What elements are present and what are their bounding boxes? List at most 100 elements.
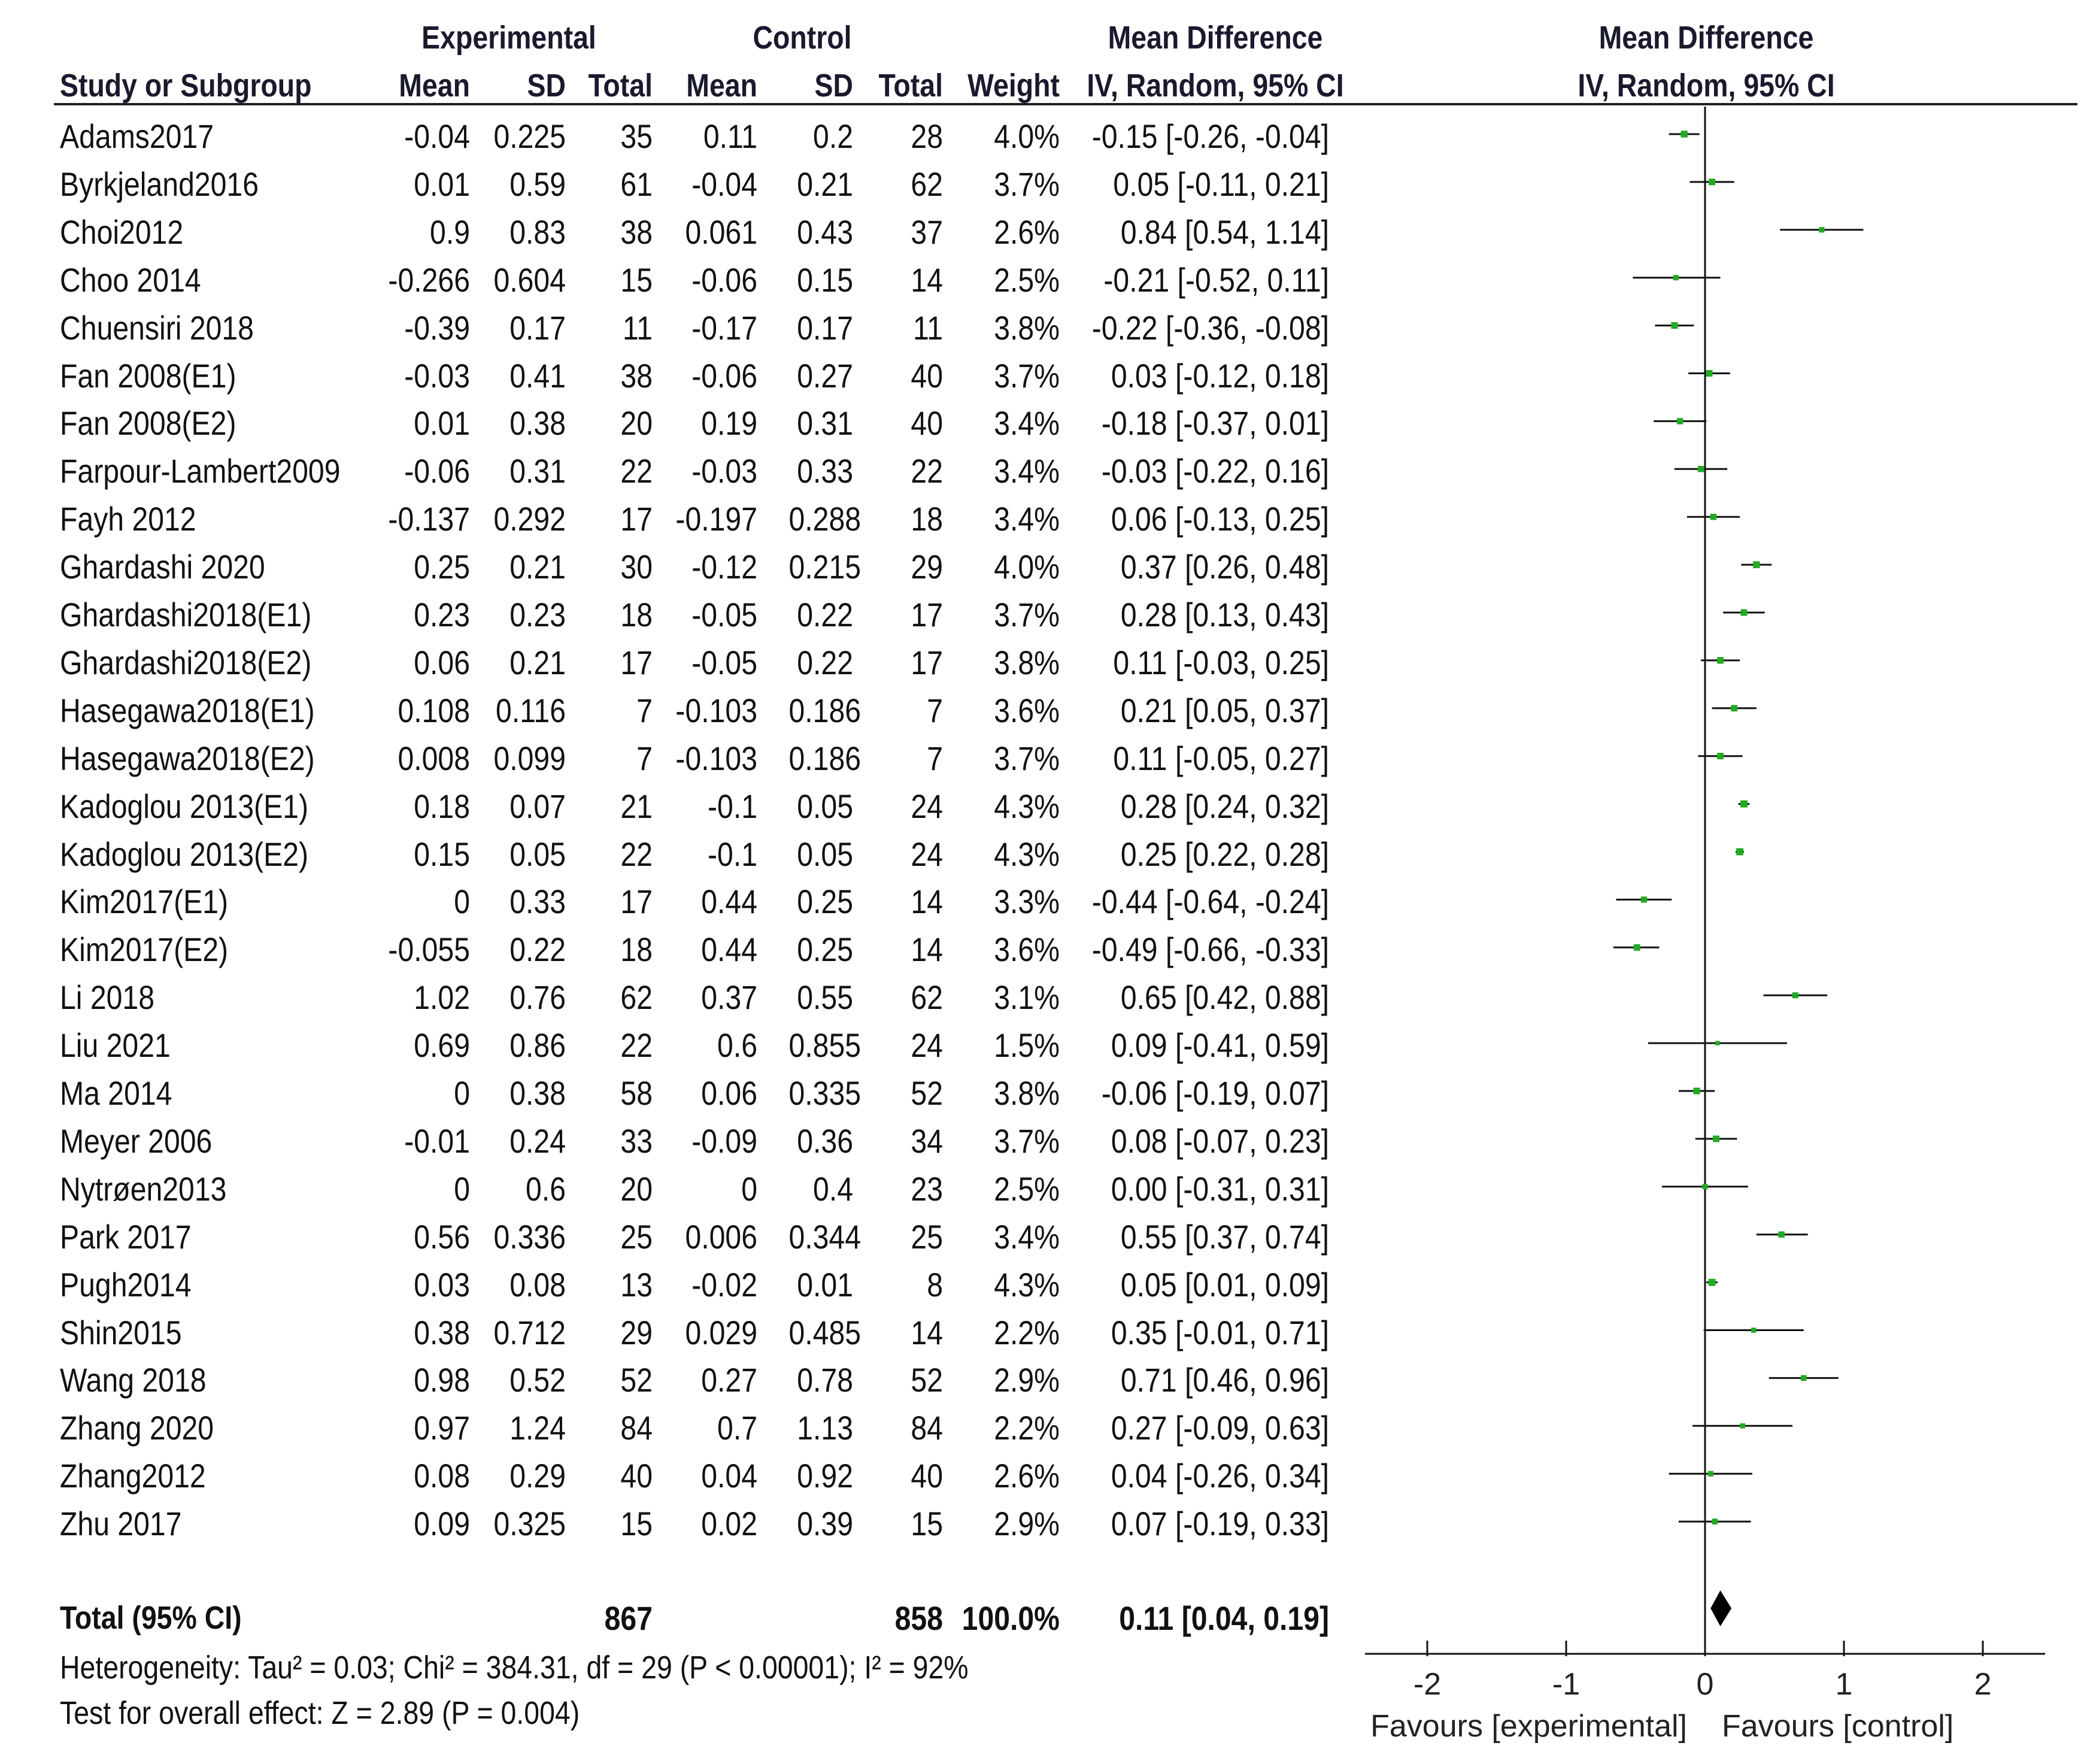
total-e: 17: [620, 883, 653, 921]
x-tick-label: -1: [1552, 1667, 1580, 1702]
mean-e: -0.04: [404, 117, 470, 155]
weight: 4.3%: [994, 787, 1060, 825]
mean-e: -0.01: [404, 1122, 470, 1160]
total-e: 18: [620, 931, 653, 969]
ci-text: 0.35 [-0.01, 0.71]: [1111, 1313, 1329, 1351]
ci-text: -0.15 [-0.26, -0.04]: [1091, 117, 1329, 155]
total-c: 84: [911, 1409, 943, 1447]
total-c: 17: [911, 643, 943, 681]
header-sd-c: SD: [814, 68, 853, 104]
mean-e: 0.9: [430, 213, 470, 251]
effect-marker: [1731, 705, 1738, 712]
total-e: 15: [620, 1505, 653, 1543]
effect-marker: [1715, 1041, 1720, 1045]
mean-c: -0.103: [675, 739, 757, 777]
header-sd-e: SD: [527, 68, 566, 104]
weight: 3.4%: [994, 452, 1060, 490]
sd-e: 0.07: [509, 787, 566, 825]
header-mean-e: Mean: [399, 68, 470, 104]
mean-c: -0.12: [691, 548, 757, 586]
heterogeneity-text: Heterogeneity: Tau² = 0.03; Chi² = 384.3…: [60, 1650, 969, 1686]
mean-c: -0.04: [691, 165, 757, 203]
total-c: 52: [911, 1074, 943, 1112]
total-c: 7: [927, 739, 943, 777]
mean-e: 0.38: [414, 1313, 470, 1351]
total-c: 24: [911, 835, 943, 873]
ci-text: 0.28 [0.13, 0.43]: [1120, 596, 1329, 634]
sd-c: 0.55: [797, 978, 853, 1017]
sd-c: 0.485: [788, 1313, 862, 1351]
mean-e: 0.98: [414, 1361, 470, 1399]
x-tick-label: -2: [1413, 1667, 1441, 1702]
total-c: 11: [912, 308, 943, 347]
study-name: Shin2015: [60, 1313, 182, 1351]
header-plot-method: IV, Random, 95% CI: [1578, 68, 1835, 104]
sd-e: 0.604: [493, 260, 566, 299]
mean-e: 0.09: [414, 1505, 470, 1543]
header-total-e: Total: [588, 68, 653, 104]
mean-c: 0.44: [701, 931, 757, 969]
mean-c: 0.19: [701, 404, 757, 442]
total-e: 22: [620, 835, 653, 873]
weight: 3.7%: [994, 739, 1060, 777]
sd-c: 0.186: [788, 739, 862, 777]
total-e: 20: [620, 1169, 653, 1208]
effect-marker: [1707, 1471, 1713, 1477]
x-tick-label: 0: [1697, 1667, 1714, 1702]
mean-c: 0.006: [685, 1217, 757, 1256]
ci-text: 0.05 [-0.11, 0.21]: [1113, 165, 1329, 203]
ci-text: 0.00 [-0.31, 0.31]: [1111, 1169, 1329, 1208]
total-label: Total (95% CI): [60, 1600, 242, 1636]
sd-e: 0.05: [509, 835, 566, 873]
mean-e: 0.06: [414, 643, 470, 681]
mean-e: 0.108: [398, 691, 470, 729]
study-name: Kadoglou 2013(E2): [60, 835, 309, 873]
mean-c: -0.05: [691, 596, 757, 634]
sd-e: 0.225: [493, 117, 566, 155]
sd-e: 0.33: [509, 883, 566, 921]
total-c: 18: [911, 500, 943, 538]
total-e: 15: [620, 260, 653, 299]
ci-text: 0.04 [-0.26, 0.34]: [1111, 1457, 1329, 1495]
weight: 3.7%: [994, 1122, 1060, 1160]
effect-marker: [1716, 657, 1724, 664]
study-name: Fan 2008(E2): [60, 404, 236, 442]
sd-c: 0.344: [788, 1217, 862, 1256]
mean-e: 0: [454, 883, 470, 921]
study-name: Farpour-Lambert2009: [60, 452, 341, 490]
weight: 3.3%: [994, 883, 1060, 921]
effect-marker: [1673, 275, 1679, 281]
sd-c: 0.215: [788, 548, 862, 586]
ci-text: 0.25 [0.22, 0.28]: [1120, 835, 1329, 873]
mean-e: 1.02: [414, 978, 470, 1017]
study-name: Zhu 2017: [60, 1505, 182, 1543]
total-e: 38: [620, 213, 653, 251]
sd-e: 0.21: [509, 643, 566, 681]
weight: 3.8%: [994, 1074, 1060, 1112]
ci-text: 0.84 [0.54, 1.14]: [1120, 213, 1329, 251]
study-name: Fayh 2012: [60, 500, 196, 538]
study-name: Byrkjeland2016: [60, 165, 259, 203]
total-e: 7: [636, 739, 653, 777]
study-name: Li 2018: [60, 978, 155, 1017]
total-e: 18: [620, 596, 653, 634]
weight: 2.9%: [994, 1505, 1060, 1543]
effect-marker: [1753, 561, 1760, 568]
effect-marker: [1740, 800, 1748, 808]
total-e: 38: [620, 356, 653, 395]
sd-c: 0.33: [797, 452, 853, 490]
sd-c: 0.92: [797, 1457, 853, 1495]
header-mean-c: Mean: [686, 68, 757, 104]
study-name: Nytrøen2013: [60, 1169, 227, 1208]
study-name: Liu 2021: [60, 1026, 171, 1065]
total-e: 52: [620, 1361, 653, 1399]
sd-e: 0.325: [493, 1505, 566, 1543]
mean-c: 0.04: [701, 1457, 757, 1495]
total-c: 37: [911, 213, 943, 251]
effect-marker: [1717, 753, 1724, 760]
study-name: Adams2017: [60, 117, 214, 155]
weight: 4.3%: [994, 1265, 1060, 1304]
total-e: 40: [620, 1457, 653, 1495]
mean-c: -0.1: [708, 787, 757, 825]
